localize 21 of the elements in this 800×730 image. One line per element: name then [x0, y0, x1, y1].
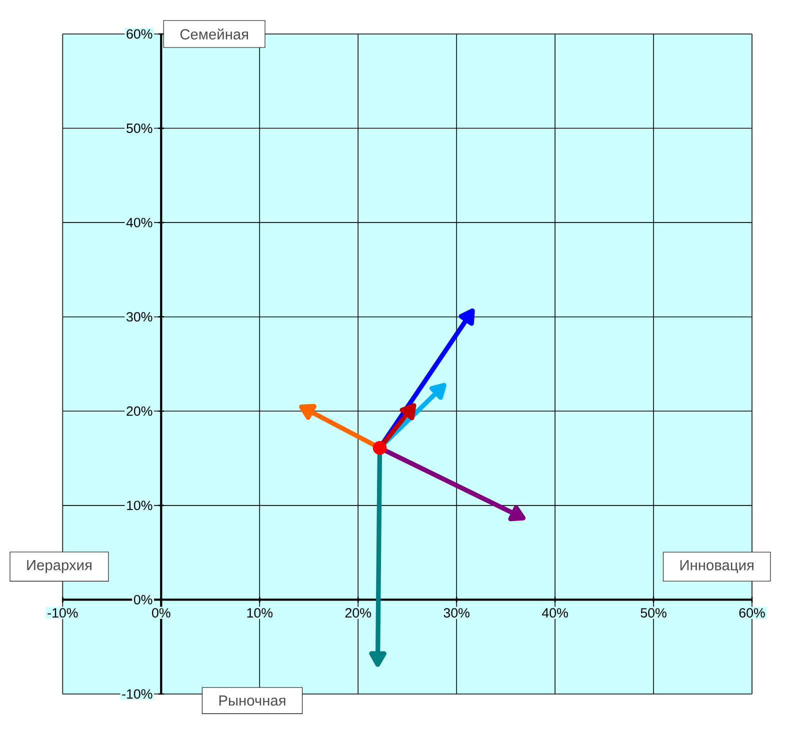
annotation: Семейная: [180, 28, 248, 40]
annotation: Инновация: [680, 560, 754, 574]
x-tick-label: 60%: [739, 608, 765, 618]
point: [372, 440, 387, 455]
y-tick-label: 50%: [126, 124, 152, 133]
y-tick-label: 20%: [126, 406, 152, 416]
y-tick-label: 10%: [127, 500, 152, 510]
y-tick-label: 40%: [126, 218, 152, 228]
x-tick-label: 20%: [345, 608, 371, 618]
x-tick-label: 50%: [640, 608, 666, 618]
y-tick-label: 30%: [126, 312, 152, 322]
x-tick-label: 0%: [152, 608, 170, 618]
x-tick-label: 40%: [542, 608, 568, 618]
y-tick-label: -10%: [122, 689, 152, 699]
x-tick-label: 10%: [247, 608, 272, 618]
x-tick-label: -10%: [48, 608, 78, 618]
y-tick-label: 0%: [134, 594, 152, 604]
text: Рыночная: [219, 695, 286, 706]
y-tick-label: 60%: [126, 29, 152, 39]
annotation: Иерархия: [27, 560, 92, 574]
x-tick-label: 30%: [444, 608, 470, 618]
